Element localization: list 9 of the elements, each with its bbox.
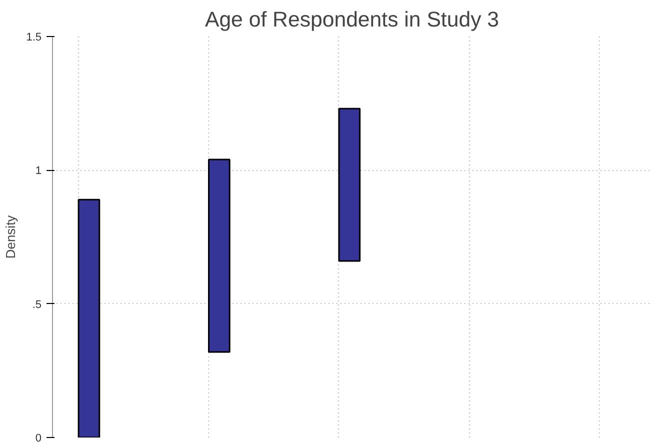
y-tick-label: 1 [35,165,42,178]
y-axis-title: Density [3,214,18,259]
bar [78,198,100,438]
y-tick-label: .5 [32,298,42,311]
chart-title: Age of Respondents in Study 3 [204,8,500,32]
bar [338,108,361,262]
y-tick-label: 1.5 [26,32,42,44]
y-tick-label: 0 [35,432,42,442]
bar [208,158,230,353]
